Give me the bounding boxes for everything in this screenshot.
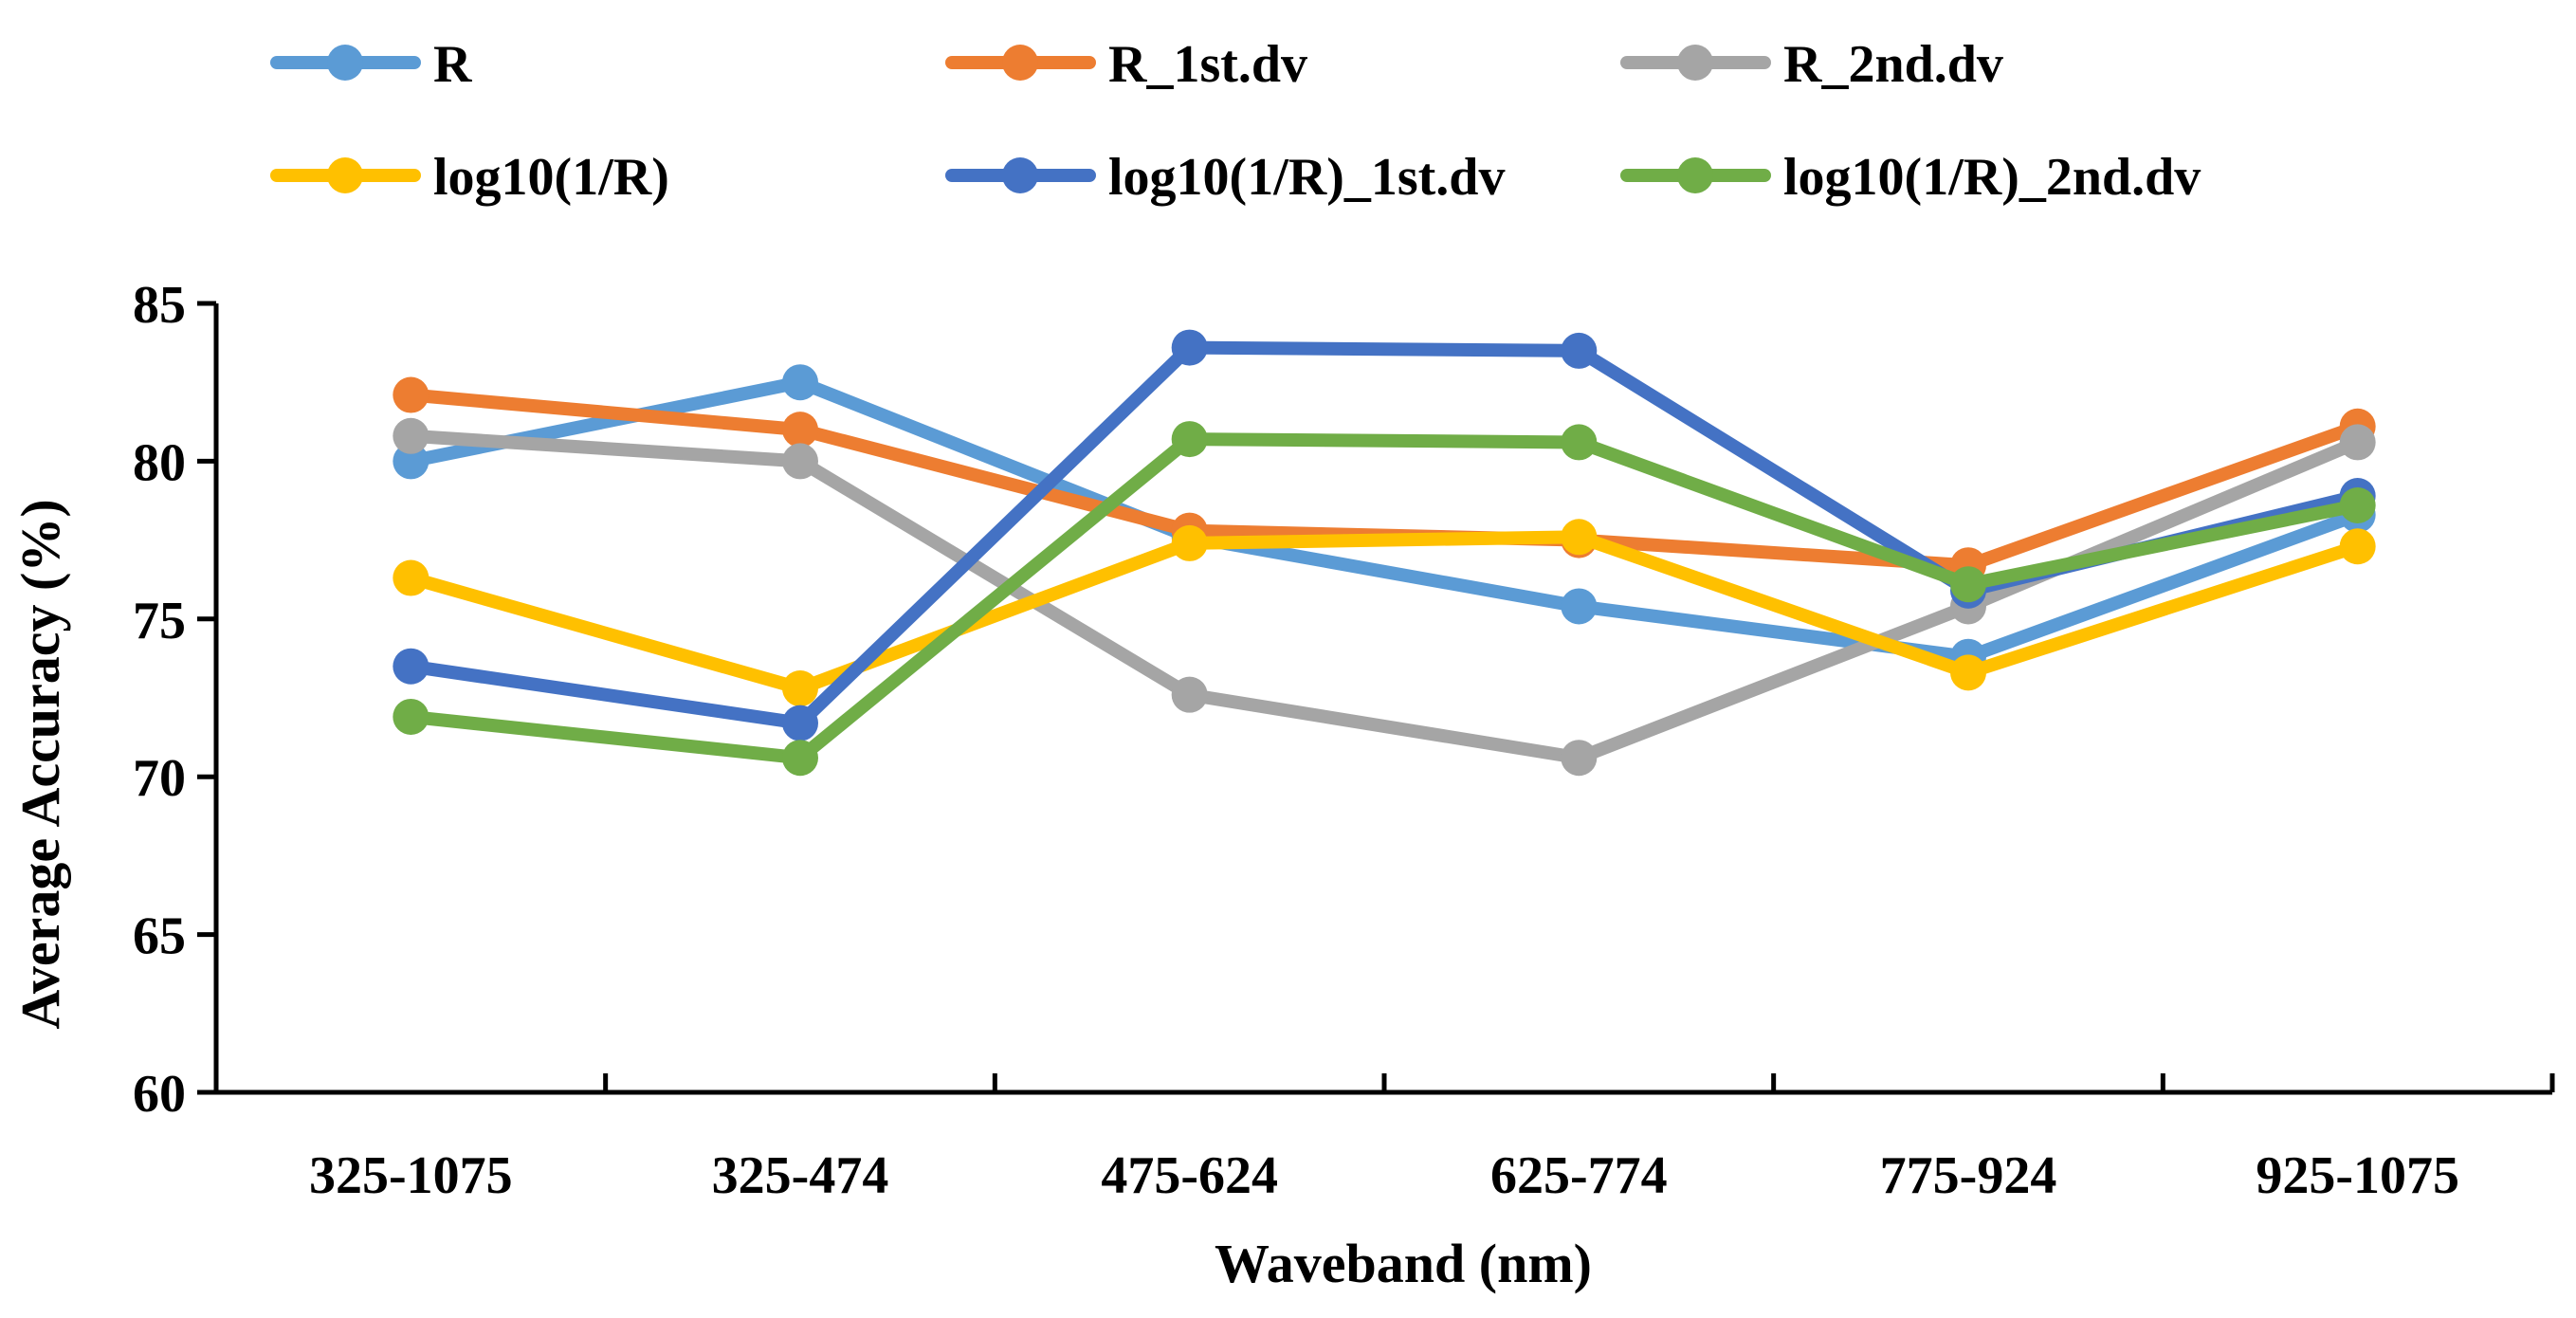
series-R_2nd.dv: [393, 417, 2376, 777]
series-group: [393, 329, 2376, 777]
legend-item: R_2nd.dv: [1620, 35, 2003, 94]
y-tick-label: 70: [133, 749, 186, 808]
data-point: [393, 376, 429, 413]
y-tick-label: 85: [133, 276, 186, 335]
legend: R R_1st.dv R_2nd.dv log10(1/R) log10(1/R)_1s…: [270, 35, 2201, 207]
legend-swatch-marker: [1002, 157, 1038, 193]
data-point: [1561, 424, 1598, 461]
legend-swatch-marker: [1002, 45, 1038, 81]
data-point: [782, 705, 818, 741]
data-point: [1561, 740, 1598, 777]
data-point: [1561, 519, 1598, 556]
legend-swatch-marker: [1677, 157, 1713, 193]
data-point: [782, 412, 818, 448]
data-point: [1171, 421, 1208, 458]
series-line: [404, 530, 2365, 696]
x-tick-label: 325-474: [712, 1146, 889, 1205]
legend-label: log10(1/R)_1st.dv: [1108, 148, 1505, 207]
data-point: [782, 670, 818, 707]
series-log10(1/R): [393, 519, 2376, 707]
data-point: [393, 698, 429, 735]
legend-label: R_2nd.dv: [1783, 35, 2003, 94]
series-line: [404, 375, 2365, 664]
data-point: [1950, 566, 1986, 603]
data-point: [393, 648, 429, 685]
legend-item: log10(1/R)_2nd.dv: [1620, 148, 2201, 207]
legend-item: log10(1/R)_1st.dv: [945, 148, 1505, 207]
y-axis-title: Average Accuracy (%): [9, 499, 71, 1029]
legend-item: R: [270, 35, 472, 94]
data-point: [2339, 486, 2376, 523]
data-point: [393, 417, 429, 454]
x-tick-label: 325-1075: [309, 1146, 513, 1205]
legend-swatch-marker: [327, 157, 363, 193]
data-point: [393, 443, 429, 480]
data-point: [2339, 528, 2376, 565]
y-tick-label: 60: [133, 1065, 186, 1124]
legend-label: R_1st.dv: [1108, 35, 1307, 94]
data-point: [2339, 424, 2376, 461]
axes: 60 65 70 75 80 85 325-1075 325-474 475-624 625-77…: [133, 276, 2555, 1205]
data-point: [1171, 329, 1208, 366]
x-axis-title: Waveband (nm): [1215, 1233, 1592, 1294]
data-point: [1561, 332, 1598, 369]
legend-label: R: [433, 35, 472, 94]
x-tick-label: 775-924: [1880, 1146, 2057, 1205]
data-point: [782, 364, 818, 401]
data-point: [1171, 524, 1208, 561]
data-point: [1950, 654, 1986, 691]
legend-item: R_1st.dv: [945, 35, 1307, 94]
data-point: [1171, 676, 1208, 713]
legend-item: log10(1/R): [270, 148, 669, 207]
series-line: [404, 432, 2365, 765]
legend-label: log10(1/R): [433, 148, 669, 207]
legend-label: log10(1/R)_2nd.dv: [1783, 148, 2201, 207]
data-point: [1561, 588, 1598, 625]
x-tick-label: 625-774: [1490, 1146, 1668, 1205]
y-tick-label: 65: [133, 907, 186, 966]
x-tick-label: 925-1075: [2256, 1146, 2459, 1205]
legend-swatch-marker: [327, 45, 363, 81]
x-tick-label: 475-624: [1101, 1146, 1278, 1205]
data-point: [782, 443, 818, 480]
data-point: [393, 559, 429, 596]
y-tick-label: 80: [133, 433, 186, 492]
series-log10(1/R)_2nd.dv: [393, 421, 2376, 777]
y-tick-label: 75: [133, 592, 186, 650]
legend-swatch-marker: [1677, 45, 1713, 81]
data-point: [782, 740, 818, 777]
